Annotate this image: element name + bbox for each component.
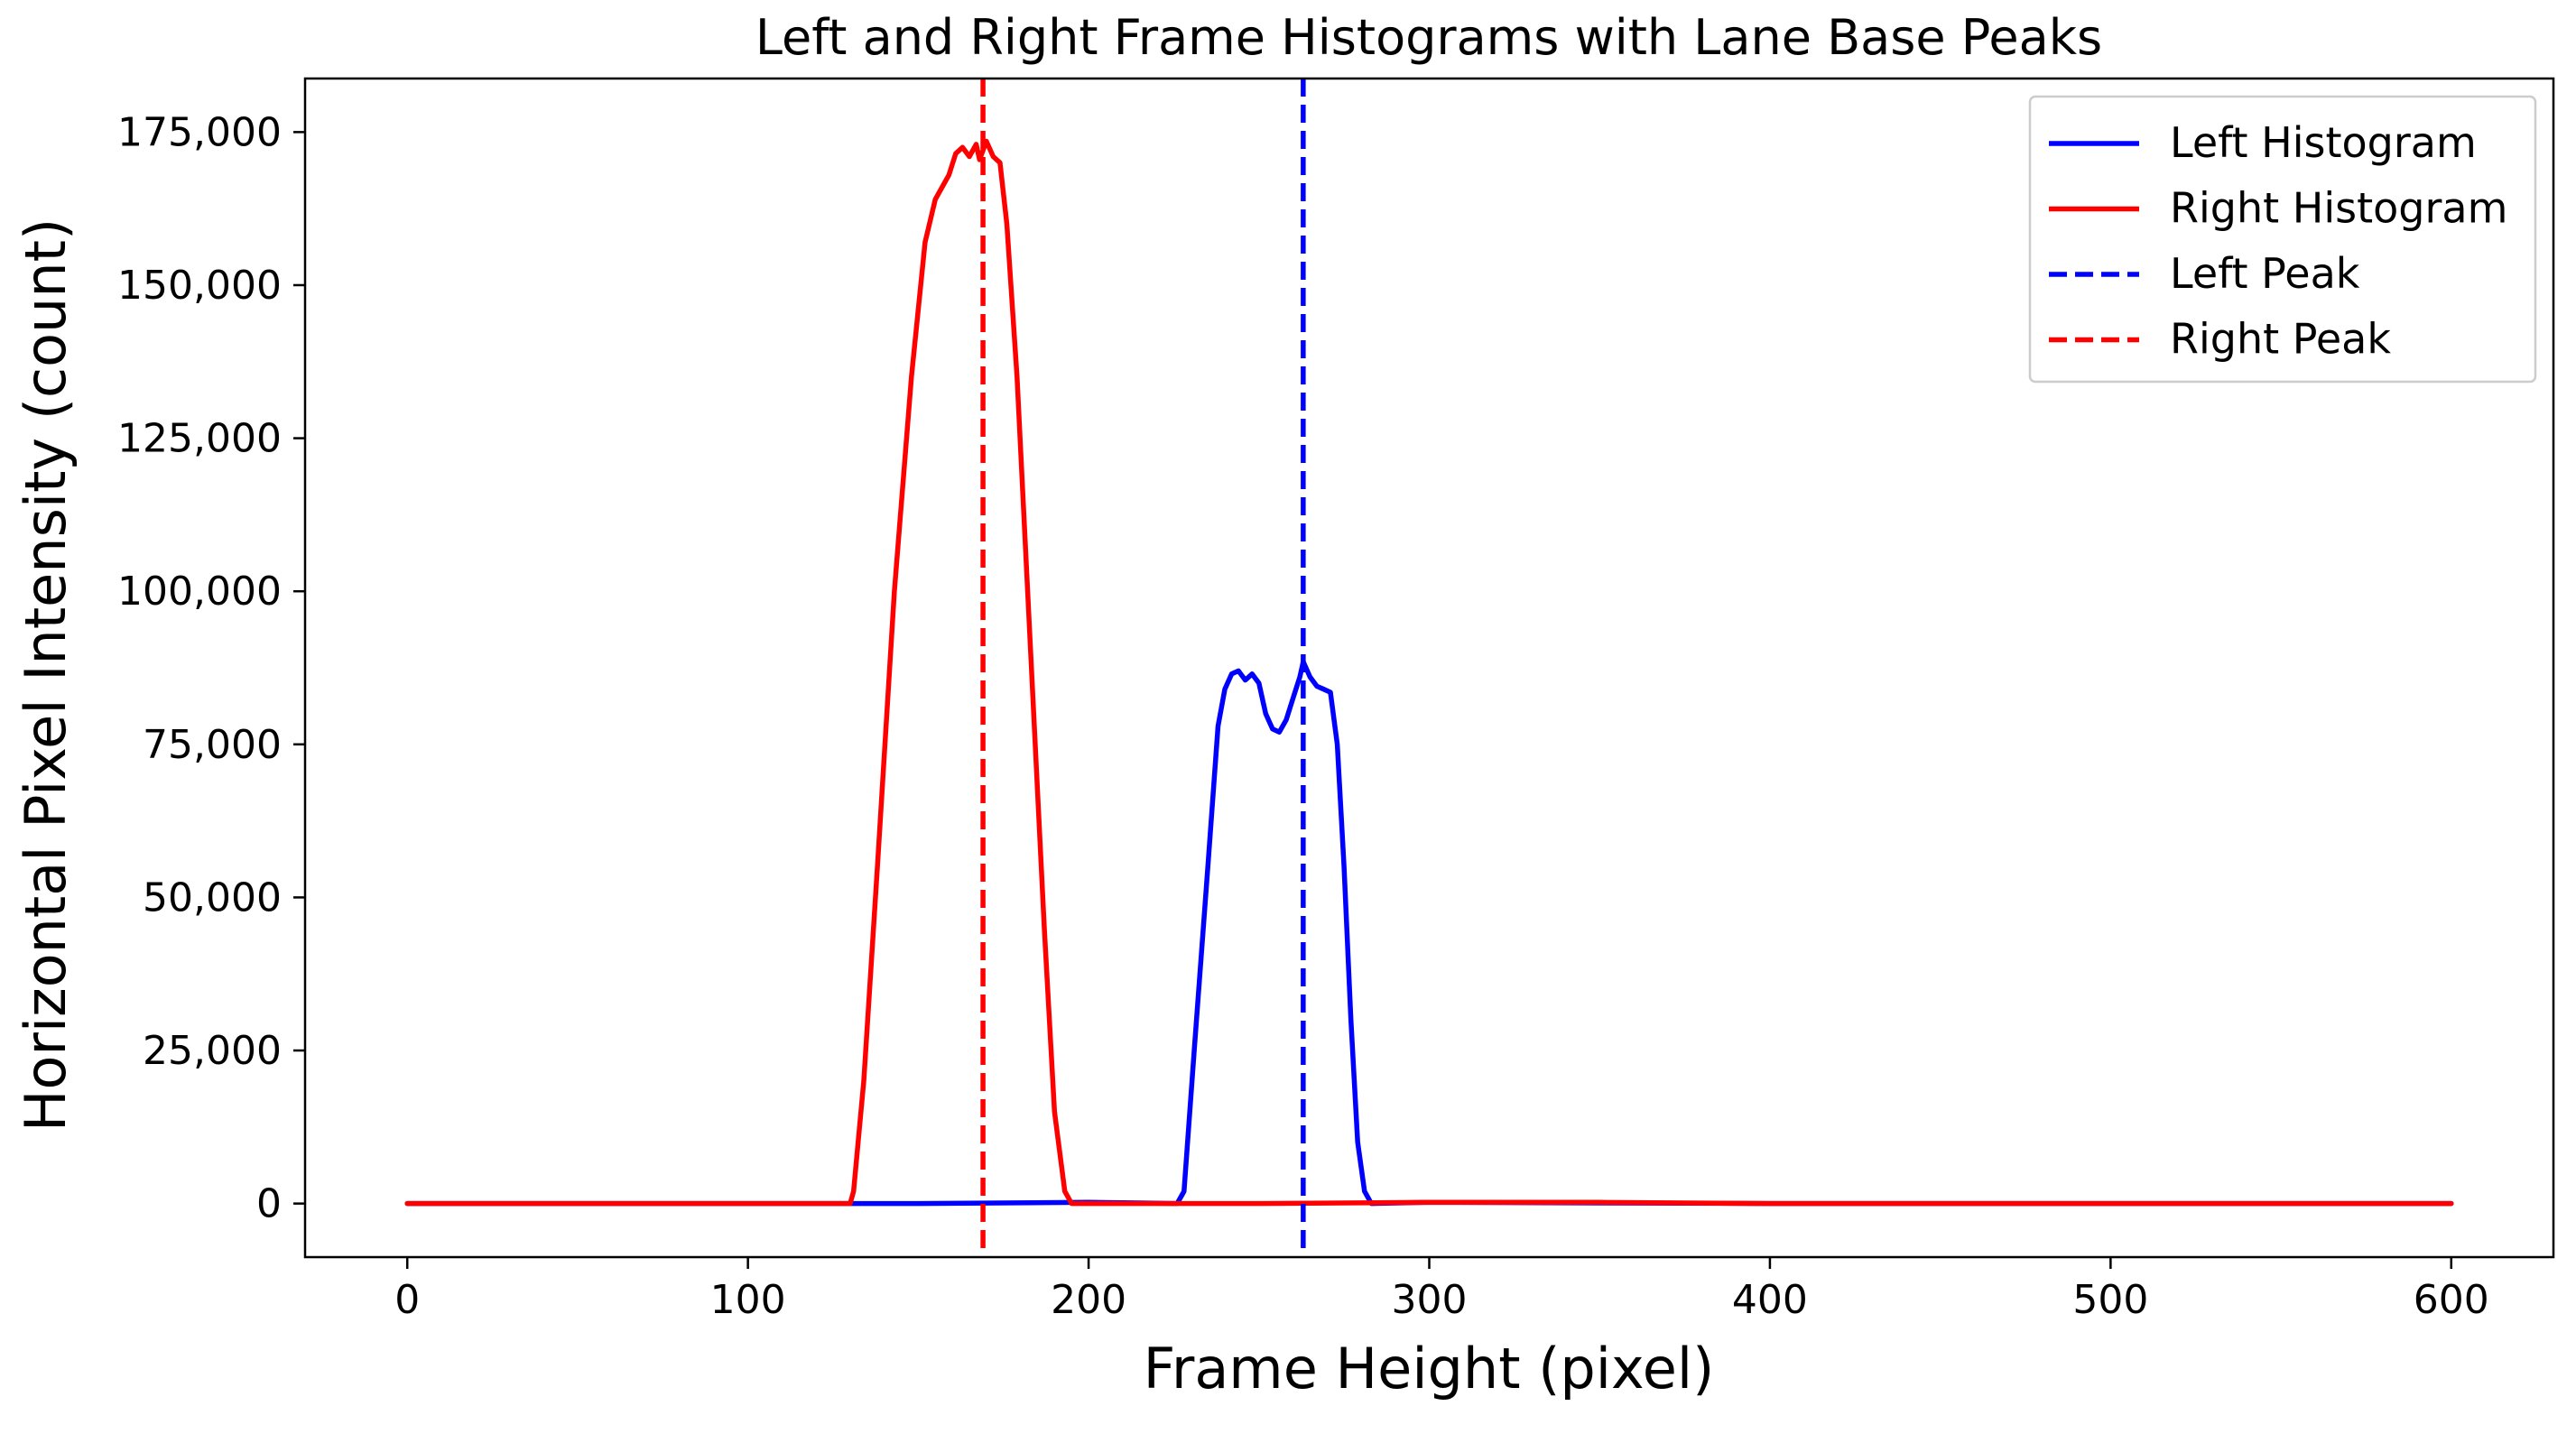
y-tick-label: 125,000 xyxy=(117,416,282,462)
y-tick-label: 25,000 xyxy=(143,1028,282,1074)
x-tick-label: 300 xyxy=(1392,1277,1468,1323)
x-tick-label: 100 xyxy=(710,1277,786,1323)
y-tick-label: 175,000 xyxy=(117,109,282,155)
left-histogram-line xyxy=(404,659,2454,1207)
y-tick-label: 150,000 xyxy=(117,263,282,309)
plot-area: 0 100 200 300 400 500 600 0 25,000 50,000 75,000 10… xyxy=(117,77,2555,1323)
y-tick-label: 100,000 xyxy=(117,569,282,615)
x-tick-label: 200 xyxy=(1051,1277,1126,1323)
legend-label: Left Peak xyxy=(2170,249,2360,298)
x-tick-label: 500 xyxy=(2072,1277,2148,1323)
y-tick-label: 75,000 xyxy=(143,722,282,768)
chart-title: Left and Right Frame Histograms with Lan… xyxy=(755,9,2102,66)
y-tick-label: 0 xyxy=(256,1181,282,1227)
x-tick-label: 600 xyxy=(2414,1277,2489,1323)
x-axis-label: Frame Height (pixel) xyxy=(1144,1336,1715,1402)
y-tick-label: 50,000 xyxy=(143,874,282,921)
right-histogram-line xyxy=(404,138,2454,1207)
x-tick-label: 400 xyxy=(1732,1277,1808,1323)
y-axis-label: Horizontal Pixel Intensity (count) xyxy=(13,218,79,1132)
x-tick-label: 0 xyxy=(394,1277,420,1323)
legend-label: Right Peak xyxy=(2170,315,2391,364)
legend-box xyxy=(2028,95,2537,384)
legend: Left Histogram Right Histogram Left Peak Ri… xyxy=(2028,95,2537,384)
legend-label: Left Histogram xyxy=(2170,118,2477,167)
legend-label: Right Histogram xyxy=(2170,184,2507,233)
